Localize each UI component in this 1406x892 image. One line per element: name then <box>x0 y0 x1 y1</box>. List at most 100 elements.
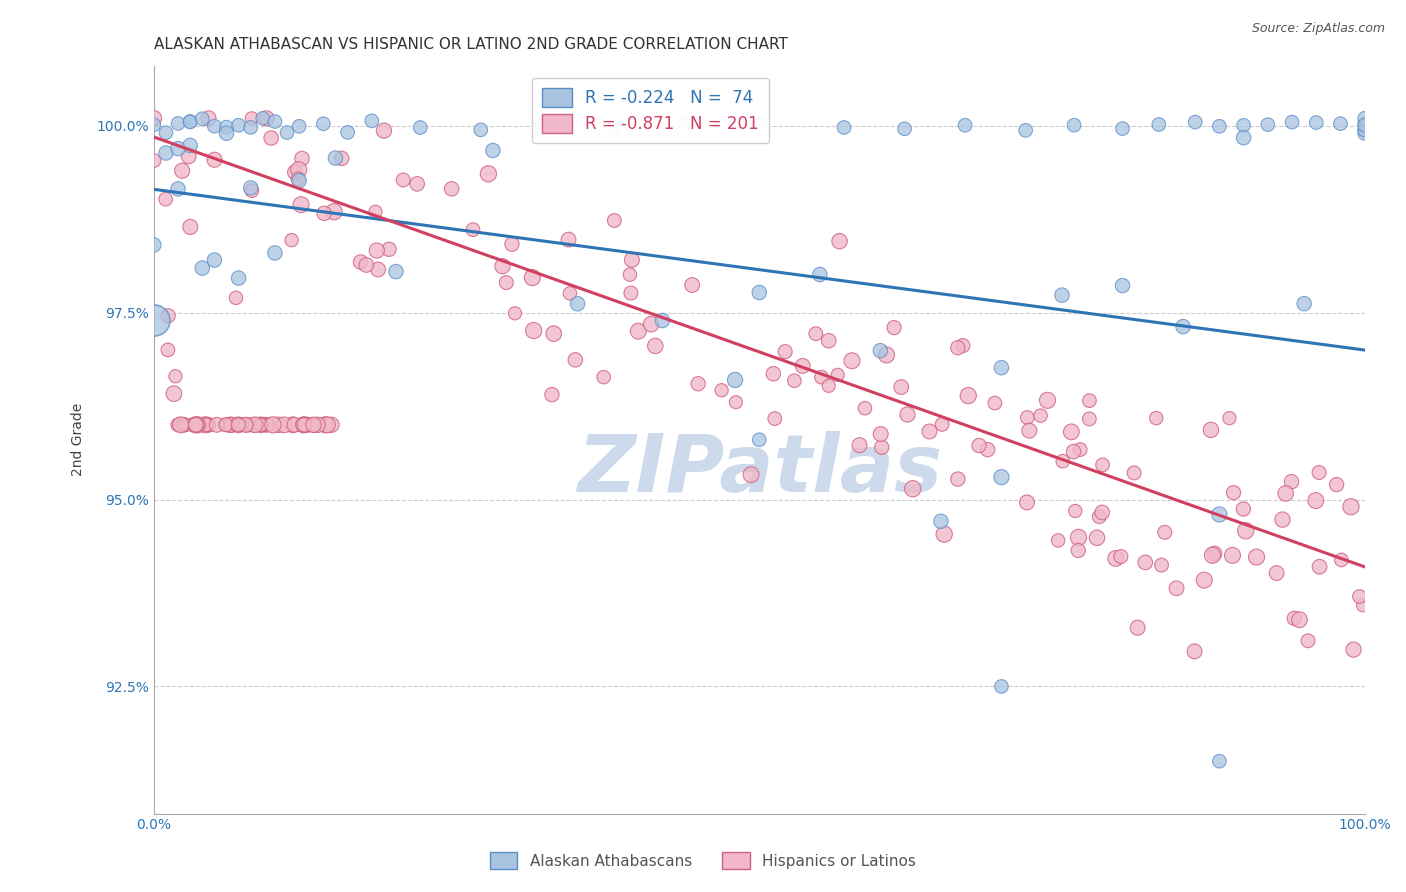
Point <box>378 242 401 256</box>
Point <box>644 339 666 353</box>
Point <box>205 417 228 432</box>
Point <box>288 120 311 134</box>
Point <box>179 114 201 128</box>
Point <box>990 680 1012 694</box>
Point <box>179 115 201 129</box>
Point <box>292 417 315 432</box>
Point <box>990 470 1012 484</box>
Point <box>482 144 505 158</box>
Point <box>1063 118 1085 132</box>
Point <box>291 417 314 432</box>
Point <box>179 219 201 234</box>
Point <box>281 417 304 432</box>
Point <box>214 417 236 432</box>
Point <box>1232 119 1254 133</box>
Point <box>740 467 762 482</box>
Point <box>165 369 187 384</box>
Point <box>142 112 165 126</box>
Point <box>990 360 1012 375</box>
Point <box>592 370 614 384</box>
Point <box>215 417 238 432</box>
Point <box>1015 495 1038 509</box>
Point <box>1208 508 1230 522</box>
Point <box>523 324 546 338</box>
Point <box>291 152 314 166</box>
Point <box>543 326 565 341</box>
Point <box>724 373 747 387</box>
Point <box>250 417 273 432</box>
Point <box>240 184 263 198</box>
Point <box>1067 530 1090 544</box>
Point <box>166 417 188 432</box>
Point <box>1036 393 1059 408</box>
Text: ZIPatlas: ZIPatlas <box>576 431 942 508</box>
Point <box>186 417 208 432</box>
Point <box>294 417 316 432</box>
Point <box>183 417 205 432</box>
Point <box>172 417 194 432</box>
Point <box>1281 475 1303 489</box>
Point <box>620 252 643 267</box>
Point <box>1354 123 1376 137</box>
Point <box>1150 558 1173 572</box>
Point <box>603 213 626 227</box>
Point <box>1166 582 1188 596</box>
Point <box>252 112 274 126</box>
Point <box>276 126 298 140</box>
Point <box>221 417 243 432</box>
Point <box>976 442 998 457</box>
Point <box>307 417 329 432</box>
Point <box>558 286 581 301</box>
Point <box>231 417 253 432</box>
Point <box>1222 549 1244 563</box>
Point <box>364 204 387 219</box>
Point <box>853 401 876 416</box>
Point <box>215 126 238 140</box>
Point <box>167 182 190 196</box>
Point <box>321 417 343 432</box>
Point <box>315 417 337 432</box>
Point <box>1208 120 1230 134</box>
Point <box>312 117 335 131</box>
Point <box>1184 644 1206 658</box>
Point <box>1305 115 1327 129</box>
Point <box>177 149 200 163</box>
Point <box>918 425 941 439</box>
Point <box>890 380 912 394</box>
Point <box>1029 409 1052 423</box>
Point <box>314 206 336 220</box>
Point <box>724 395 747 409</box>
Point <box>287 162 309 177</box>
Point <box>792 359 814 373</box>
Point <box>1201 548 1223 562</box>
Point <box>1050 288 1073 302</box>
Point <box>243 417 266 432</box>
Point <box>957 388 980 402</box>
Point <box>953 118 976 132</box>
Point <box>264 114 287 128</box>
Point <box>1351 599 1374 613</box>
Point <box>167 142 190 156</box>
Point <box>1194 573 1216 587</box>
Point <box>1144 411 1167 425</box>
Point <box>409 120 432 135</box>
Point <box>235 417 257 432</box>
Point <box>184 417 207 432</box>
Point <box>172 163 194 178</box>
Point <box>284 165 307 179</box>
Point <box>1354 127 1376 141</box>
Legend: Alaskan Athabascans, Hispanics or Latinos: Alaskan Athabascans, Hispanics or Latino… <box>484 846 922 875</box>
Point <box>477 167 499 181</box>
Point <box>155 146 177 161</box>
Point <box>239 181 262 195</box>
Point <box>406 177 429 191</box>
Point <box>256 112 278 126</box>
Point <box>1171 319 1194 334</box>
Point <box>250 417 273 432</box>
Point <box>174 417 197 432</box>
Point <box>242 417 264 432</box>
Point <box>350 255 373 269</box>
Point <box>1246 550 1268 565</box>
Point <box>883 320 905 334</box>
Point <box>1288 613 1310 627</box>
